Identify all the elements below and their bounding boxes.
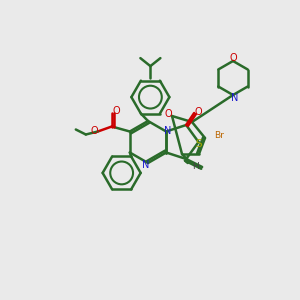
Text: O: O <box>194 107 202 117</box>
Text: N: N <box>142 160 150 170</box>
Text: N: N <box>231 93 239 103</box>
Text: O: O <box>112 106 120 116</box>
Text: O: O <box>164 109 172 119</box>
Text: Br: Br <box>214 130 224 140</box>
Text: S: S <box>195 139 202 149</box>
Text: O: O <box>90 125 98 136</box>
Text: O: O <box>229 53 237 63</box>
Text: H: H <box>192 162 199 171</box>
Text: N: N <box>164 125 172 136</box>
